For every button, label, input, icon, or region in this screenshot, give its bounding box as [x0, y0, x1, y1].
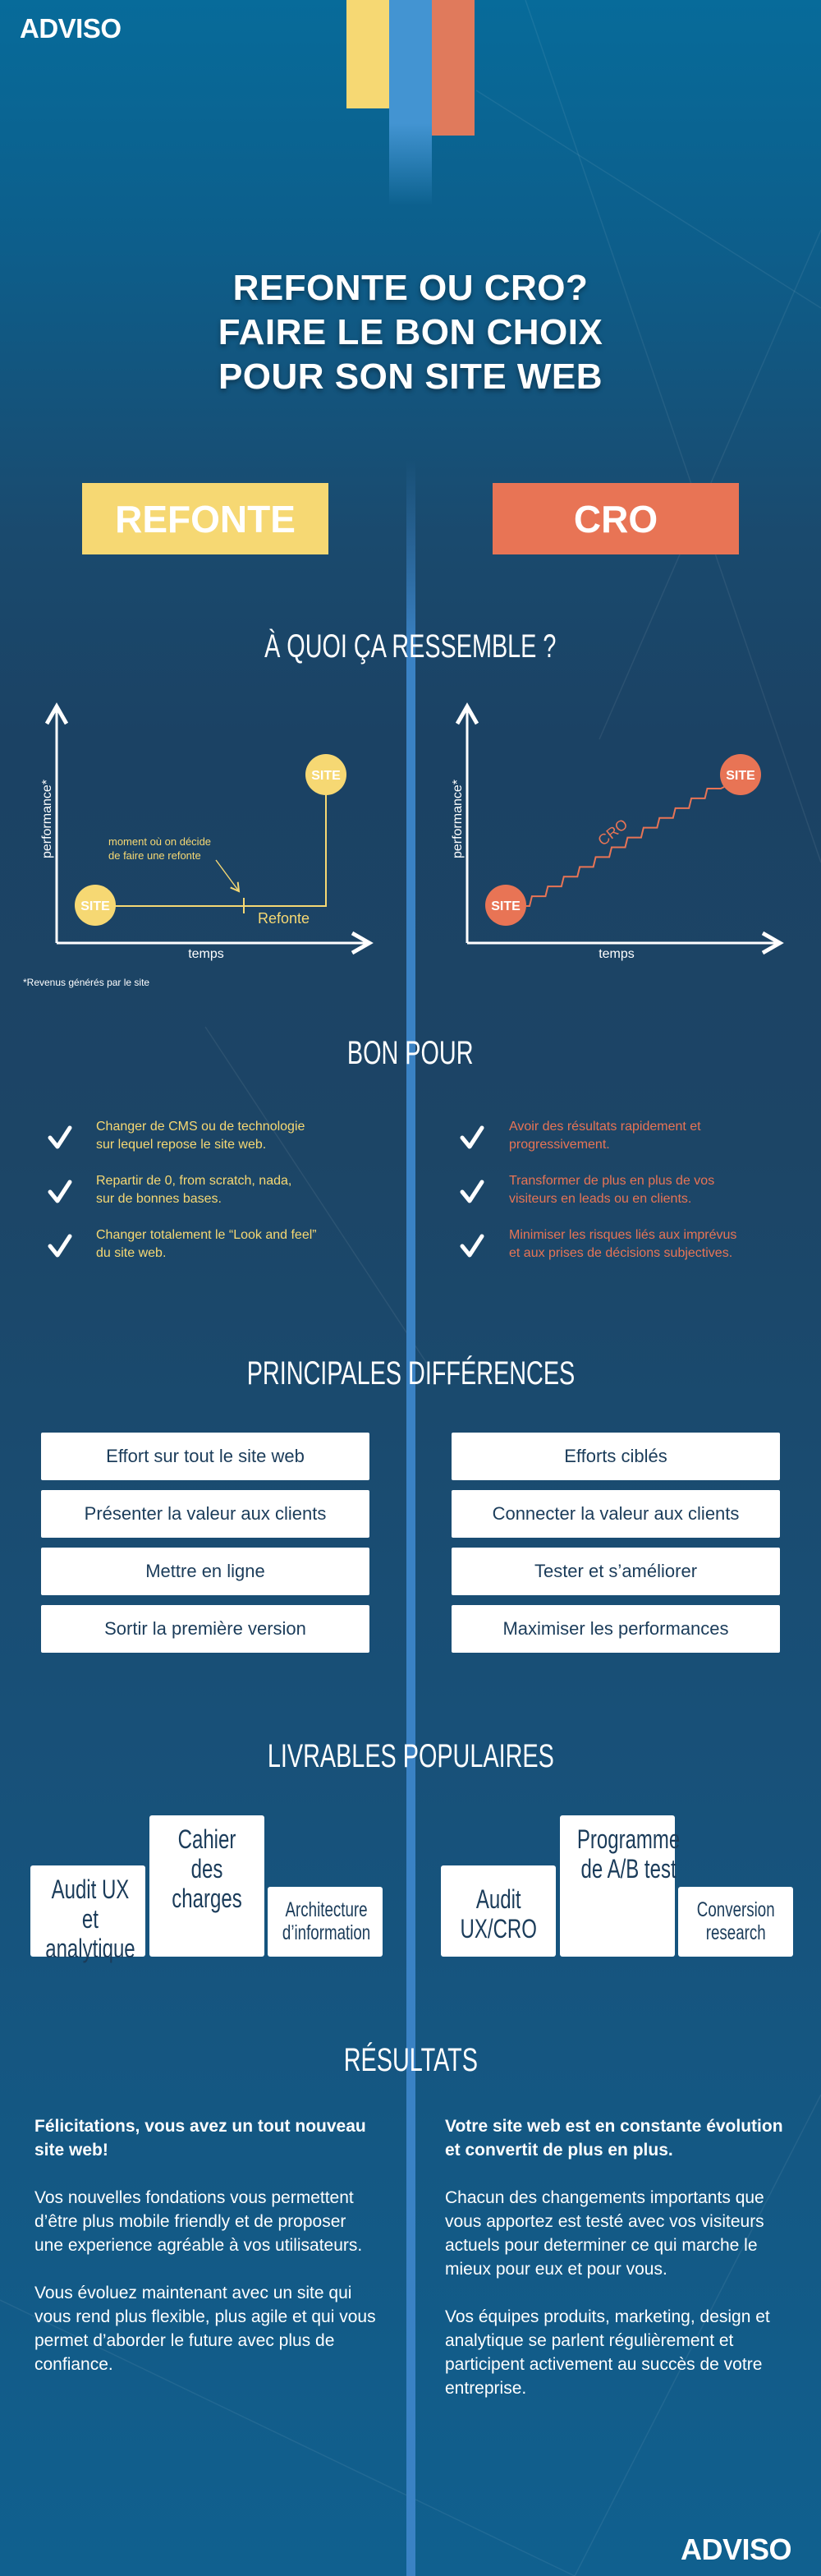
deliverable-label: Cahier des charges — [172, 1824, 242, 1913]
deliverable-card: Architecture d’information — [268, 1887, 383, 1957]
deliverable-label: Programme de A/B test — [576, 1824, 681, 1884]
cro-label: CRO — [493, 483, 739, 554]
right-x-label: temps — [599, 947, 635, 961]
results-cro: Votre site web est en constante évolutio… — [445, 2114, 790, 2424]
left-start-site-node — [75, 885, 116, 926]
check-icon — [44, 1121, 76, 1154]
deliverable-label: Architecture d’information — [282, 1898, 371, 1944]
list-item: Changer totalement le “Look and feel” du … — [96, 1226, 317, 1263]
difference-item: Maximiser les performances — [452, 1605, 780, 1653]
adviso-logo: ADVISO — [20, 13, 122, 44]
yellow-accent-bar — [346, 0, 389, 108]
list-item-line: Avoir des résultats rapidement et — [509, 1120, 701, 1134]
list-item-line: visiteurs en leads ou en clients. — [509, 1192, 692, 1206]
results-paragraph: Vos nouvelles fondations vous permettent… — [34, 2188, 363, 2255]
check-icon — [44, 1175, 76, 1208]
list-item-line: du site web. — [96, 1246, 167, 1260]
heading-text: À QUOI ÇA RESSEMBLE ? — [264, 628, 557, 665]
deliverable-label: Audit UX/CRO — [460, 1884, 537, 1944]
title-line-1: REFONTE OU CRO? — [232, 268, 589, 308]
refonte-path — [115, 775, 327, 907]
refonte-label: REFONTE — [82, 483, 328, 554]
list-item: Changer de CMS ou de technologie sur lequ… — [96, 1118, 305, 1154]
list-item-line: et aux prises de décisions subjectives. — [509, 1246, 733, 1260]
results-lead: Votre site web est en constante évolutio… — [445, 2117, 783, 2160]
results-lead: Félicitations, vous avez un tout nouveau… — [34, 2117, 366, 2160]
heading-text: PRINCIPALES DIFFÉRENCES — [246, 1355, 575, 1392]
deliverable-card: Conversion research — [678, 1887, 793, 1957]
section-heading-look: À QUOI ÇA RESSEMBLE ? — [0, 626, 821, 667]
right-start-site-node — [485, 885, 526, 926]
orange-accent-bar — [432, 0, 475, 136]
section-heading-good-for: BON POUR — [0, 1033, 821, 1074]
section-heading-deliverables: LIVRABLES POPULAIRES — [0, 1736, 821, 1777]
list-item-line: Repartir de 0, from scratch, nada, — [96, 1174, 292, 1188]
list-item: Avoir des résultats rapidement et progres… — [509, 1118, 701, 1154]
difference-item: Connecter la valeur aux clients — [452, 1490, 780, 1538]
list-item: Repartir de 0, from scratch, nada, sur de… — [96, 1172, 291, 1208]
check-icon — [44, 1230, 76, 1263]
deliverable-label: Conversion research — [696, 1898, 775, 1944]
left-y-label: performance* — [40, 780, 54, 858]
right-end-site-node — [720, 754, 761, 795]
title-line-3: POUR SON SITE WEB — [218, 356, 603, 397]
deliverable-label: Audit UX et analytique — [45, 1874, 135, 1963]
list-item-line: Changer totalement le “Look and feel” — [96, 1228, 317, 1242]
list-item: Minimiser les risques liés aux imprévus e… — [509, 1226, 736, 1263]
section-heading-results: RÉSULTATS — [0, 2040, 821, 2081]
left-end-site-label: SITE — [311, 769, 341, 783]
left-start-site-label: SITE — [80, 899, 110, 913]
right-y-label: performance* — [451, 780, 465, 858]
section-heading-differences: PRINCIPALES DIFFÉRENCES — [0, 1353, 821, 1394]
left-x-label: temps — [188, 947, 224, 961]
deliverable-card: Audit UX/CRO — [441, 1865, 556, 1957]
difference-item: Tester et s’améliorer — [452, 1548, 780, 1595]
cro-staircase-path — [526, 786, 725, 907]
left-end-site-node — [305, 754, 346, 795]
check-icon — [456, 1121, 488, 1154]
annotation-line-1: moment où on décide — [108, 835, 211, 848]
check-icon — [456, 1175, 488, 1208]
list-item-line: sur de bonnes bases. — [96, 1192, 222, 1206]
deliverable-card: Programme de A/B test — [560, 1815, 680, 1957]
difference-item: Présenter la valeur aux clients — [41, 1490, 369, 1538]
difference-item: Effort sur tout le site web — [41, 1433, 369, 1480]
center-divider — [406, 460, 415, 2576]
results-paragraph: Vos équipes produits, marketing, design … — [445, 2307, 770, 2398]
results-refonte: Félicitations, vous avez un tout nouveau… — [34, 2114, 379, 2400]
difference-item: Sortir la première version — [41, 1605, 369, 1653]
results-paragraph: Vous évoluez maintenant avec un site qui… — [34, 2284, 376, 2374]
comparison-charts: performance* temps moment où on décide d… — [23, 702, 784, 988]
list-item-line: sur lequel repose le site web. — [96, 1138, 267, 1152]
right-start-site-label: SITE — [491, 899, 521, 913]
page-title: REFONTE OU CRO? FAIRE LE BON CHOIX POUR … — [0, 266, 821, 399]
annotation-arrow — [215, 859, 241, 893]
heading-text: BON POUR — [347, 1035, 474, 1071]
heading-text: RÉSULTATS — [343, 2042, 478, 2078]
list-item: Transformer de plus en plus de vos visite… — [509, 1172, 714, 1208]
list-item-line: progressivement. — [509, 1138, 610, 1152]
right-end-site-label: SITE — [726, 769, 755, 783]
check-icon — [456, 1230, 488, 1263]
adviso-footer-logo: ADVISO — [681, 2532, 792, 2566]
difference-item: Efforts ciblés — [452, 1433, 780, 1480]
list-item-line: Minimiser les risques liés aux imprévus — [509, 1228, 737, 1242]
heading-text: LIVRABLES POPULAIRES — [267, 1738, 554, 1774]
footnote: *Revenus générés par le site — [23, 977, 149, 988]
results-paragraph: Chacun des changements importants que vo… — [445, 2188, 764, 2279]
list-item-line: Transformer de plus en plus de vos — [509, 1174, 715, 1188]
list-item-line: Changer de CMS ou de technologie — [96, 1120, 305, 1134]
difference-item: Mettre en ligne — [41, 1548, 369, 1595]
title-line-2: FAIRE LE BON CHOIX — [218, 312, 603, 352]
deliverable-card: Audit UX et analytique — [30, 1865, 145, 1963]
annotation-line-2: de faire une refonte — [108, 849, 201, 862]
blue-accent-bar — [389, 0, 432, 205]
refonte-phase-label: Refonte — [258, 910, 310, 927]
deliverable-card: Cahier des charges — [149, 1815, 264, 1957]
